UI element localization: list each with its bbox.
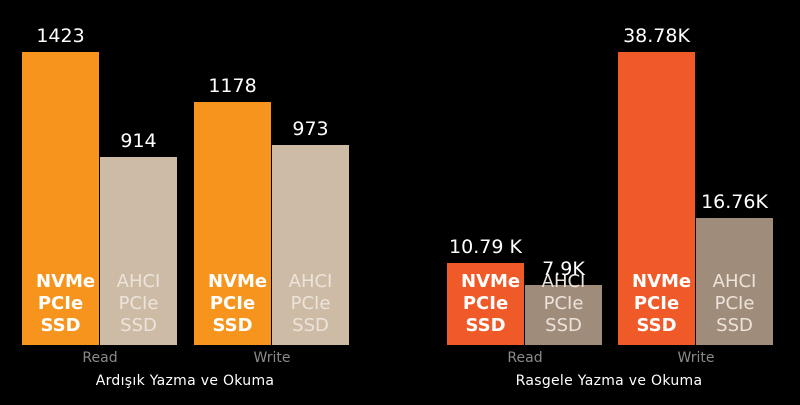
bar: AHCI PCIe SSD	[100, 156, 177, 345]
bar-series-label: NVMe PCIe SSD	[208, 270, 268, 336]
value-label: 914	[120, 129, 157, 152]
bar: NVMe PCIe SSD	[22, 52, 99, 345]
value-label: 7.9K	[542, 258, 585, 281]
value-label: 973	[292, 117, 329, 140]
bar: AHCI PCIe SSD	[272, 144, 349, 345]
bar-series-label: AHCI PCIe SSD	[541, 270, 586, 336]
category-label: Read	[82, 350, 118, 366]
bar-series-label: NVMe PCIe SSD	[461, 270, 521, 336]
category-label: Write	[677, 350, 715, 366]
value-label: 38.78K	[623, 25, 690, 47]
chart-title: Rasgele Yazma ve Okuma	[515, 373, 703, 389]
bar-series-label: NVMe PCIe SSD	[36, 271, 96, 336]
bar: AHCI PCIe SSD	[696, 218, 773, 345]
bar-series-label: AHCI PCIe SSD	[712, 270, 757, 336]
bar: AHCI PCIe SSD	[525, 271, 602, 345]
value-label: 1178	[208, 75, 257, 98]
value-label: 1423	[36, 25, 85, 47]
bar-series-label: NVMe PCIe SSD	[632, 271, 692, 336]
chart-title: Ardışık Yazma ve Okuma	[95, 373, 275, 389]
bar: NVMe PCIe SSD	[447, 263, 524, 345]
category-label: Write	[253, 350, 291, 366]
bar: NVMe PCIe SSD	[194, 102, 271, 345]
category-label: Read	[507, 350, 543, 366]
bar-series-label: AHCI PCIe SSD	[116, 270, 161, 336]
value-label: 10.79 K	[449, 236, 522, 259]
bar: NVMe PCIe SSD	[618, 52, 695, 345]
value-label: 16.76K	[701, 191, 768, 214]
bar-series-label: AHCI PCIe SSD	[288, 270, 333, 336]
